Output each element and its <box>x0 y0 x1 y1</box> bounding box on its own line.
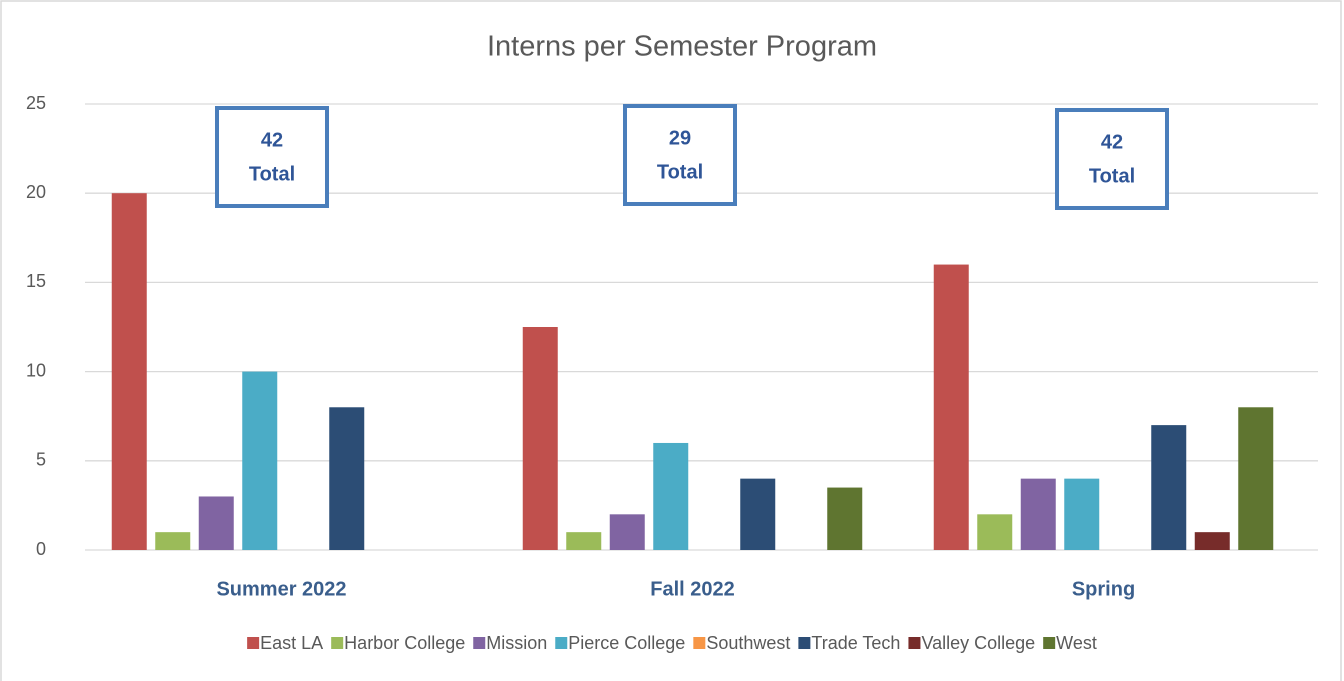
legend-label: Southwest <box>706 633 790 653</box>
bar <box>653 442 689 550</box>
bar <box>1064 478 1100 550</box>
legend: East LA Harbor College Mission Pierce Colle… <box>247 633 1097 653</box>
annotation-box <box>215 106 329 208</box>
legend-label: East LA <box>260 633 323 653</box>
annotation-text: 29 <box>669 127 691 149</box>
chart-title: Interns per Semester Program <box>487 31 877 63</box>
legend-swatch <box>908 637 921 649</box>
legend-swatch <box>1043 637 1056 649</box>
bar <box>111 193 147 550</box>
bar <box>1020 478 1056 550</box>
annotation-box <box>1055 108 1169 210</box>
legend-swatch <box>247 637 260 649</box>
y-tick-label: 10 <box>26 360 46 380</box>
bar <box>1238 407 1274 550</box>
bar <box>933 264 969 550</box>
bar <box>198 496 234 550</box>
x-tick-label: Fall 2022 <box>650 578 735 600</box>
bar <box>522 327 558 550</box>
legend-swatch <box>331 637 344 649</box>
y-tick-label: 5 <box>36 450 46 470</box>
annotation-box <box>623 104 737 206</box>
bar <box>242 371 278 550</box>
annotation-text: Total <box>1089 165 1135 187</box>
annotation-text: 42 <box>261 129 283 151</box>
legend-label: Mission <box>486 633 547 653</box>
legend-swatch <box>798 637 811 649</box>
bar <box>566 532 602 550</box>
legend-label: Trade Tech <box>811 633 900 653</box>
bar <box>977 514 1013 550</box>
legend-swatch <box>693 637 706 649</box>
legend-swatch <box>555 637 568 649</box>
annotation-text: 42 <box>1101 131 1123 153</box>
legend-label: Pierce College <box>568 633 685 653</box>
bar <box>329 407 365 550</box>
annotation-text: Total <box>657 161 703 183</box>
legend-label: Valley College <box>921 633 1035 653</box>
bar <box>155 532 191 550</box>
x-tick-label: Summer 2022 <box>216 578 346 600</box>
y-tick-label: 25 <box>26 93 46 113</box>
bar <box>609 514 645 550</box>
legend-swatch <box>473 637 486 649</box>
y-tick-label: 15 <box>26 271 46 291</box>
legend-label: West <box>1056 633 1097 653</box>
annotation-text: Total <box>249 163 295 185</box>
bar <box>740 478 776 550</box>
legend-label: Harbor College <box>344 633 465 653</box>
bar <box>1151 425 1187 550</box>
y-tick-label: 20 <box>26 182 46 202</box>
x-tick-label: Spring <box>1072 578 1135 600</box>
bar <box>1194 532 1230 550</box>
bar <box>827 487 863 550</box>
y-tick-label: 0 <box>36 539 46 559</box>
